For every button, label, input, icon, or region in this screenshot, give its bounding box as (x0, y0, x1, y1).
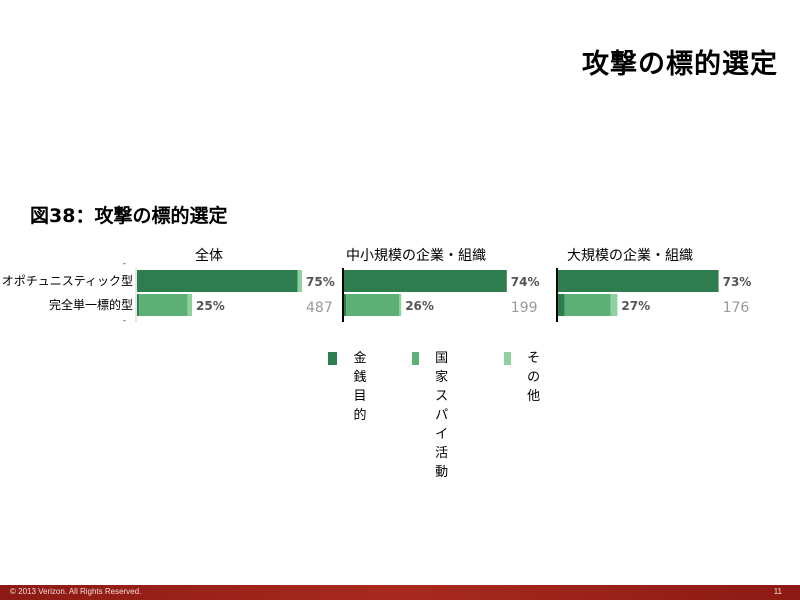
footer-copyright: © 2013 Verizon. All Rights Reserved. (10, 587, 142, 596)
bar-label-1-0: 74% (511, 275, 540, 289)
page-number: 11 (773, 587, 782, 596)
bar-0-0-other (297, 270, 302, 292)
bar-2-1-financial (558, 294, 565, 316)
legend-item-financial: 金銭 目的 (328, 349, 371, 425)
bar-2-0-financial (558, 270, 719, 292)
row-label-1: 完全単一標的型 (49, 297, 133, 312)
legend-label-espionage: 国家 スパイ 活動 (435, 351, 449, 480)
bar-label-0-0: 75% (306, 275, 335, 289)
bar-label-1-1: 26% (405, 299, 434, 313)
footer-bar: © 2013 Verizon. All Rights Reserved. 11 (0, 585, 800, 600)
legend-swatch-espionage (412, 352, 420, 365)
legend-item-espionage: 国家 スパイ 活動 (412, 349, 455, 482)
bar-1-0-financial (344, 270, 507, 292)
figure-title: 図38：攻撃の標的選定 (30, 205, 228, 227)
panel-count-2: 176 (723, 300, 750, 316)
panel-title-1: 中小規模の企業・組織 (346, 247, 486, 264)
legend-item-other: その他 (504, 349, 547, 406)
legend-swatch-financial (328, 352, 338, 365)
panel-count-1: 199 (511, 300, 538, 316)
bar-2-1-espionage (564, 294, 611, 316)
row-label-0: オポチュニスティック型 (2, 274, 133, 288)
row-tick-mark: - (123, 259, 126, 268)
panel-title-0: 全体 (195, 247, 223, 264)
slide-title: 攻撃の標的選定 (582, 49, 778, 80)
bar-0-1-espionage (139, 294, 188, 316)
panel-count-0: 487 (306, 300, 333, 316)
bar-1-1-espionage (346, 294, 399, 316)
row-tick-mark: - (123, 316, 126, 325)
bar-0-0-financial (137, 270, 298, 292)
bar-label-2-1: 27% (621, 299, 650, 313)
bar-1-1-financial (344, 294, 347, 316)
legend-label-other: その他 (527, 351, 541, 404)
legend-swatch-other (504, 352, 512, 365)
bar-2-1-other (610, 294, 618, 316)
legend-label-financial: 金銭 目的 (353, 351, 367, 423)
bar-1-1-other (399, 294, 402, 316)
bar-label-0-1: 25% (196, 299, 225, 313)
bar-0-1-other (187, 294, 192, 316)
panel-title-2: 大規模の企業・組織 (567, 247, 693, 264)
bar-0-1-financial (137, 294, 140, 316)
bar-label-2-0: 73% (723, 275, 752, 289)
